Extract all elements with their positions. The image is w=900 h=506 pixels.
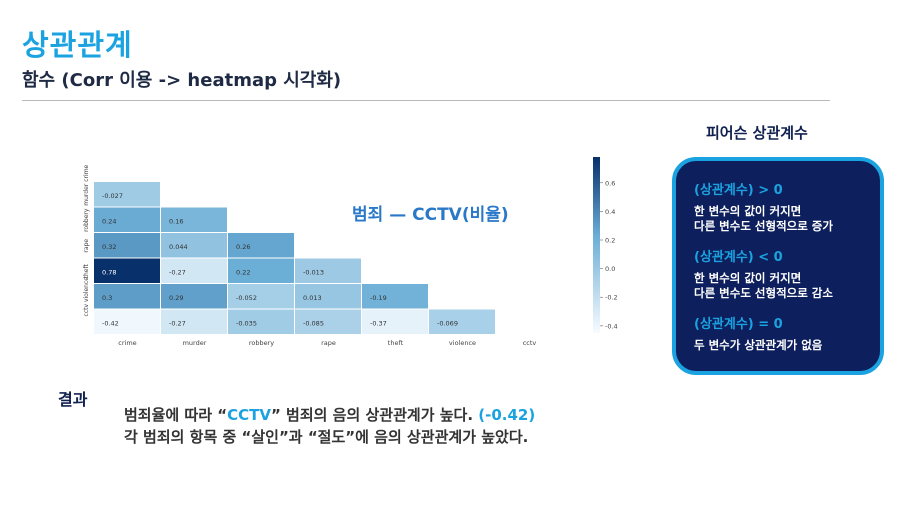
heatmap-cell-label: -0.42 (102, 319, 119, 327)
heatmap-cell-label: -0.035 (236, 319, 257, 327)
divider (22, 100, 830, 101)
heatmap-cell-label: 0.78 (102, 268, 116, 276)
slide-subtitle: 함수 (Corr 이용 -> heatmap 시각화) (22, 70, 342, 91)
heatmap-cell (94, 182, 160, 207)
result-label: 결과 (58, 390, 88, 409)
heatmap-cell (295, 309, 361, 334)
heatmap-cell (161, 258, 227, 283)
colorbar-tick-label: 0.0 (605, 265, 615, 273)
heatmap-cell-label: -0.37 (370, 319, 387, 327)
heatmap-cell-label: -0.027 (102, 192, 123, 200)
heatmap-x-tick: murder (183, 339, 207, 347)
pearson-title: 피어슨 상관계수 (706, 124, 808, 142)
pearson-cond-positive: (상관계수) > 0 (694, 183, 783, 198)
heatmap-x-tick: robbery (249, 339, 274, 347)
heatmap-cell (161, 284, 227, 309)
colorbar-tick-label: -0.2 (605, 294, 618, 302)
heatmap-y-tick: crime (83, 164, 90, 181)
pearson-cond-zero: (상관계수) = 0 (694, 317, 783, 332)
result-line1-mid: ” 범죄의 음의 상관관계가 높다. (270, 406, 479, 424)
heatmap-cell (362, 309, 428, 334)
heatmap-x-tick: theft (388, 339, 404, 347)
result-line-2: 각 범죄의 항목 중 “살인”과 “절도”에 음의 상관관계가 높았다. (124, 428, 529, 446)
pearson-desc-zero: 두 변수가 상관관계가 없음 (694, 338, 866, 353)
heatmap-cell (94, 207, 160, 232)
pearson-desc-negative: 한 변수의 값이 커지면 다른 변수도 선형적으로 감소 (694, 271, 866, 301)
desc-line: 다른 변수도 선형적으로 증가 (694, 219, 833, 233)
heatmap-x-tick: crime (118, 339, 136, 347)
heatmap-y-tick: murder (83, 183, 90, 206)
result-text: 범죄율에 따라 “CCTV” 범죄의 음의 상관관계가 높다. (-0.42) … (124, 404, 535, 448)
heatmap-cell-label: -0.27 (169, 319, 186, 327)
heatmap-cell-label: -0.052 (236, 294, 257, 302)
heatmap-x-tick: rape (321, 339, 336, 347)
heatmap-cell (295, 284, 361, 309)
heatmap-cell (94, 309, 160, 334)
heatmap-cell (161, 233, 227, 258)
heatmap-cell-label: 0.29 (169, 294, 183, 302)
heatmap-cell-label: 0.26 (236, 243, 250, 251)
heatmap-cell (94, 284, 160, 309)
pearson-panel: (상관계수) > 0 한 변수의 값이 커지면 다른 변수도 선형적으로 증가 … (672, 157, 884, 375)
heatmap-y-tick: theft (83, 264, 90, 279)
desc-line: 한 변수의 값이 커지면 (694, 271, 802, 285)
heatmap-cell (94, 233, 160, 258)
desc-line: 두 변수가 상관관계가 없음 (694, 338, 823, 352)
heatmap-cell-label: -0.085 (303, 319, 324, 327)
heatmap-cell (362, 284, 428, 309)
heatmap-cell-label: -0.19 (370, 294, 387, 302)
heatmap-cell-label: 0.013 (303, 294, 322, 302)
heatmap-cell (161, 309, 227, 334)
heatmap-cell-label: 0.16 (169, 217, 183, 225)
heatmap-cell (295, 258, 361, 283)
result-highlight-cctv: CCTV (227, 406, 271, 424)
heatmap-cell (94, 258, 160, 283)
heatmap-cell-label: -0.069 (437, 319, 458, 327)
colorbar-tick-label: 0.6 (605, 179, 615, 187)
heatmap-cell-label: 0.24 (102, 217, 116, 225)
heatmap-cell-label: -0.27 (169, 268, 186, 276)
heatmap-cell-label: 0.22 (236, 268, 250, 276)
heatmap-x-tick: violence (449, 339, 476, 347)
heatmap-x-tick: cctv (523, 339, 537, 347)
heatmap-cell-label: 0.044 (169, 243, 188, 251)
heatmap-label: 범죄 — CCTV(비율) (352, 205, 509, 225)
heatmap-cell (228, 233, 294, 258)
colorbar (593, 157, 600, 333)
heatmap-cell-label: 0.3 (102, 294, 112, 302)
result-line1-pre: 범죄율에 따라 “ (124, 406, 228, 424)
colorbar-tick-label: -0.4 (605, 322, 618, 330)
heatmap-cell (161, 207, 227, 232)
heatmap-svg: -0.027 0.24 0.16 0.32 0.044 0.26 0.78 -0.27 0.22… (83, 157, 618, 347)
heatmap-chart: -0.027 0.24 0.16 0.32 0.044 0.26 0.78 -0.27 0.22… (80, 150, 620, 350)
heatmap-cell-label: 0.32 (102, 243, 116, 251)
pearson-desc-positive: 한 변수의 값이 커지면 다른 변수도 선형적으로 증가 (694, 204, 866, 234)
colorbar-tick-label: 0.2 (605, 236, 615, 244)
result-line-1: 범죄율에 따라 “CCTV” 범죄의 음의 상관관계가 높다. (-0.42) (124, 404, 535, 426)
result-highlight-value: (-0.42) (478, 406, 536, 424)
heatmap-y-tick: rape (83, 239, 90, 253)
heatmap-cell (228, 309, 294, 334)
pearson-cond-negative: (상관계수) < 0 (694, 250, 783, 265)
slide-title: 상관관계 (22, 28, 133, 62)
heatmap-cell (228, 258, 294, 283)
heatmap-cell (228, 284, 294, 309)
heatmap-y-tick: cctv violence (83, 277, 90, 317)
colorbar-tick-label: 0.4 (605, 208, 615, 216)
heatmap-cell-label: -0.013 (303, 268, 324, 276)
heatmap-cell (429, 309, 495, 334)
desc-line: 다른 변수도 선형적으로 감소 (694, 286, 833, 300)
heatmap-y-tick: robbery (83, 208, 90, 232)
desc-line: 한 변수의 값이 커지면 (694, 204, 802, 218)
